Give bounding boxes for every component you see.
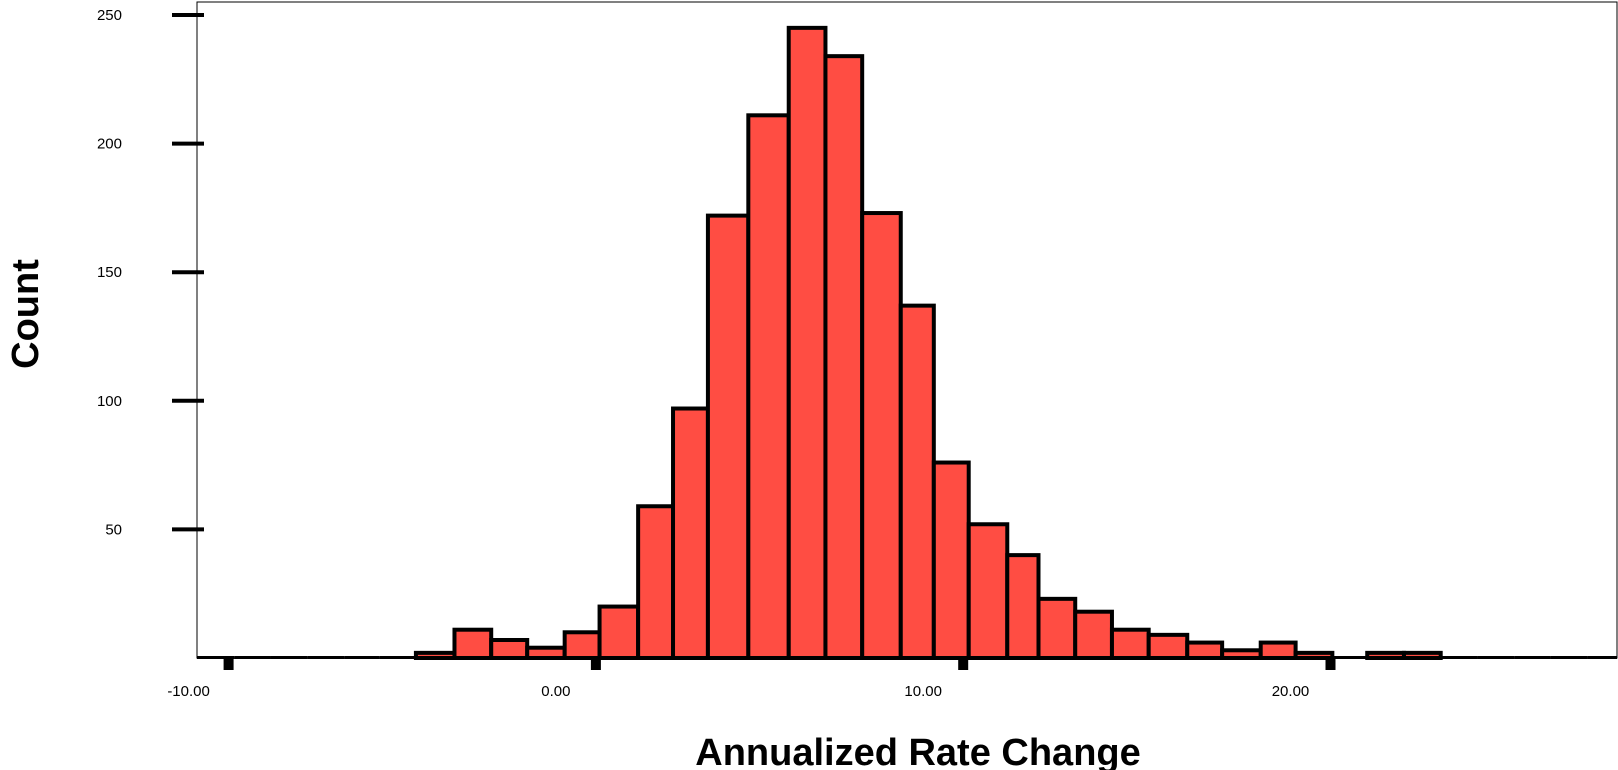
histogram-bar: [1005, 553, 1041, 660]
histogram-bar: [1258, 640, 1298, 660]
y-axis: 50 100 150 200 250: [97, 7, 204, 538]
histogram-bar: [1332, 656, 1368, 659]
histogram-bar: [379, 656, 416, 659]
histogram-bar: [786, 25, 828, 661]
histogram-bar: [1185, 640, 1225, 660]
histogram-bar: [1587, 656, 1617, 659]
y-axis-title: Count: [5, 259, 47, 369]
histogram-bar: [197, 656, 235, 659]
histogram-bar: [1109, 627, 1151, 661]
histogram-bar: [413, 650, 457, 661]
histogram-bar: [966, 522, 1010, 660]
histogram-bar: [525, 645, 567, 660]
histogram-bar: [898, 303, 936, 660]
histogram-bar: [234, 656, 271, 659]
histogram-bar: [931, 460, 971, 661]
y-tick-label: 200: [97, 136, 122, 153]
histogram-bar: [1477, 656, 1515, 659]
histogram-bar: [1073, 609, 1114, 660]
y-tick-label: 250: [97, 7, 122, 24]
histogram-bar: [823, 54, 865, 661]
histogram-bar: [452, 627, 494, 661]
histogram-bar: [1440, 656, 1478, 659]
histogram-bar: [562, 630, 602, 661]
x-axis: -10.00 0.00 10.00 20.00: [167, 658, 1336, 700]
histogram-bar: [1550, 656, 1588, 659]
histogram-bar: [1036, 596, 1078, 660]
histogram-bar: [1514, 656, 1551, 659]
x-tick-label: 20.00: [1272, 683, 1310, 700]
histogram-bar: [344, 656, 380, 659]
histogram-bar: [1293, 650, 1335, 661]
x-tick-mark: [958, 658, 969, 670]
histogram-bar: [636, 504, 676, 661]
histogram-bar: [270, 656, 308, 659]
histogram-bar: [671, 406, 710, 660]
histogram-bar: [1220, 648, 1263, 660]
x-tick-label: 10.00: [904, 683, 942, 700]
histogram-bar: [705, 213, 751, 660]
y-tick-label: 100: [97, 393, 122, 410]
histogram-bar: [860, 211, 903, 660]
y-tick-label: 150: [97, 264, 122, 281]
histogram-bar: [597, 604, 641, 660]
histogram-bar: [307, 656, 345, 659]
x-tick-label: 0.00: [541, 683, 570, 700]
y-tick-label: 50: [105, 521, 122, 538]
histogram-bar: [1365, 650, 1406, 661]
x-tick-mark: [223, 658, 234, 670]
histogram-bar: [1146, 632, 1190, 660]
x-tick-mark: [1325, 658, 1336, 670]
histogram-bar: [746, 113, 791, 661]
x-tick-label: -10.00: [167, 683, 210, 700]
bars-group: [197, 25, 1617, 661]
histogram-bar: [489, 637, 530, 660]
histogram-bar: [1401, 650, 1443, 661]
x-tick-mark: [590, 658, 601, 670]
x-axis-title: Annualized Rate Change: [695, 732, 1141, 770]
